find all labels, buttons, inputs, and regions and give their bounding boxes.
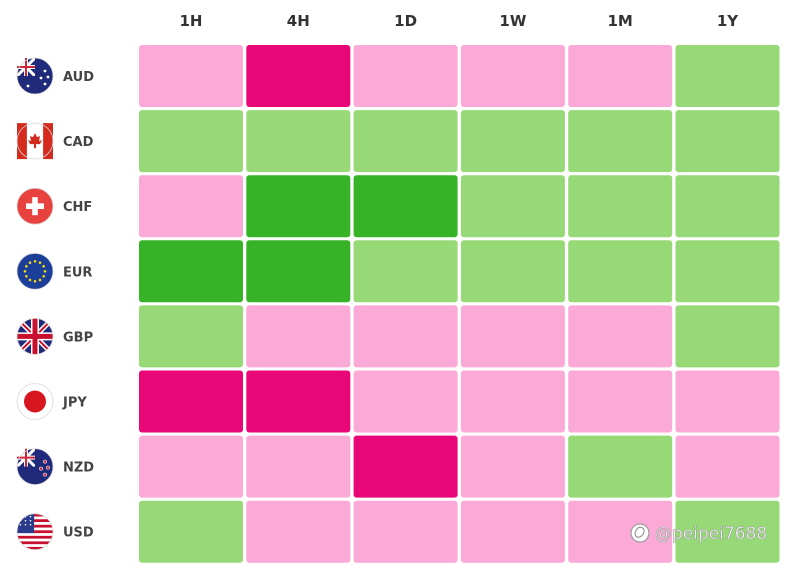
heatmap-cell <box>675 175 780 238</box>
heatmap-cell <box>139 435 243 498</box>
heatmap-cell <box>246 305 351 368</box>
heatmap-cell <box>568 370 673 433</box>
heatmap-cell <box>675 305 780 368</box>
row-label: EUR <box>63 265 92 280</box>
heatmap-cell <box>675 110 780 173</box>
heatmap-cell <box>246 370 351 433</box>
heatmap-cell <box>460 500 565 563</box>
watermark-text: @peipei7688 <box>655 524 767 544</box>
heatmap-cells <box>139 45 780 563</box>
heatmap-cell <box>353 370 458 433</box>
column-labels: 1H 4H 1D 1W 1M 1Y <box>180 12 740 30</box>
heatmap-cell <box>139 370 243 433</box>
heatmap-cell <box>568 435 673 498</box>
heatmap-cell <box>139 500 243 563</box>
heatmap-cell <box>246 45 351 107</box>
row-label: USD <box>63 526 94 541</box>
australia-flag-icon <box>16 57 54 95</box>
heatmap-cell <box>460 435 565 498</box>
heatmap-cell <box>460 370 565 433</box>
row-label: JPY <box>62 396 87 411</box>
canada-flag-icon <box>16 122 54 160</box>
heatmap-cell <box>353 240 458 303</box>
heatmap-cell <box>353 305 458 368</box>
heatmap-cell <box>568 305 673 368</box>
heatmap-cell <box>675 240 780 303</box>
heatmap-cell <box>139 110 243 173</box>
new-zealand-flag-icon <box>16 448 54 486</box>
heatmap-cell <box>675 500 780 563</box>
heatmap-cell <box>568 175 673 238</box>
heatmap-cell <box>460 110 565 173</box>
heatmap-cell <box>246 500 351 563</box>
heatmap-cell <box>460 305 565 368</box>
heatmap-cell <box>353 175 458 238</box>
row-label: CAD <box>63 135 94 150</box>
switzerland-flag-icon <box>16 187 54 225</box>
heatmap-cell <box>568 110 673 173</box>
watermark: @peipei7688 <box>630 523 768 544</box>
japan-flag-icon <box>16 383 54 420</box>
usa-flag-icon <box>16 513 54 551</box>
heatmap-cell <box>675 435 780 498</box>
heatmap-cell <box>568 240 673 303</box>
heatmap-cell <box>460 240 565 303</box>
eu-flag-icon <box>16 252 54 290</box>
heatmap-cell <box>353 110 458 173</box>
row-label: GBP <box>63 330 93 345</box>
heatmap-cell <box>246 435 351 498</box>
row-label: NZD <box>63 461 94 476</box>
heatmap-cell <box>139 45 243 107</box>
row-label: CHF <box>63 200 92 215</box>
heatmap-cell <box>246 110 351 173</box>
uk-flag-icon <box>16 317 54 355</box>
heatmap-cell <box>139 175 243 238</box>
heatmap-cell <box>139 305 243 368</box>
heatmap-cell <box>353 45 458 107</box>
heatmap-cell <box>353 500 458 563</box>
column-label: 1D <box>394 12 417 30</box>
heatmap-cell <box>568 45 673 107</box>
heatmap-cell <box>568 500 673 563</box>
heatmap-cell <box>246 240 351 303</box>
heatmap-cell <box>460 175 565 238</box>
column-label: 4H <box>287 12 310 30</box>
heatmap-cell <box>675 370 780 433</box>
column-label: 1M <box>608 12 633 30</box>
column-label: 1Y <box>717 12 739 30</box>
column-label: 1H <box>180 12 203 30</box>
heatmap-cell <box>460 45 565 107</box>
weibo-logo-icon <box>630 523 650 543</box>
heatmap-cell <box>675 45 780 107</box>
column-label: 1W <box>499 12 526 30</box>
row-labels: AUD CAD CHF EUR GBP JPY NZD USD <box>16 57 94 551</box>
heatmap-cell <box>246 175 351 238</box>
row-label: AUD <box>63 70 94 85</box>
heatmap-cell <box>139 240 243 303</box>
heatmap-cell <box>353 435 458 498</box>
